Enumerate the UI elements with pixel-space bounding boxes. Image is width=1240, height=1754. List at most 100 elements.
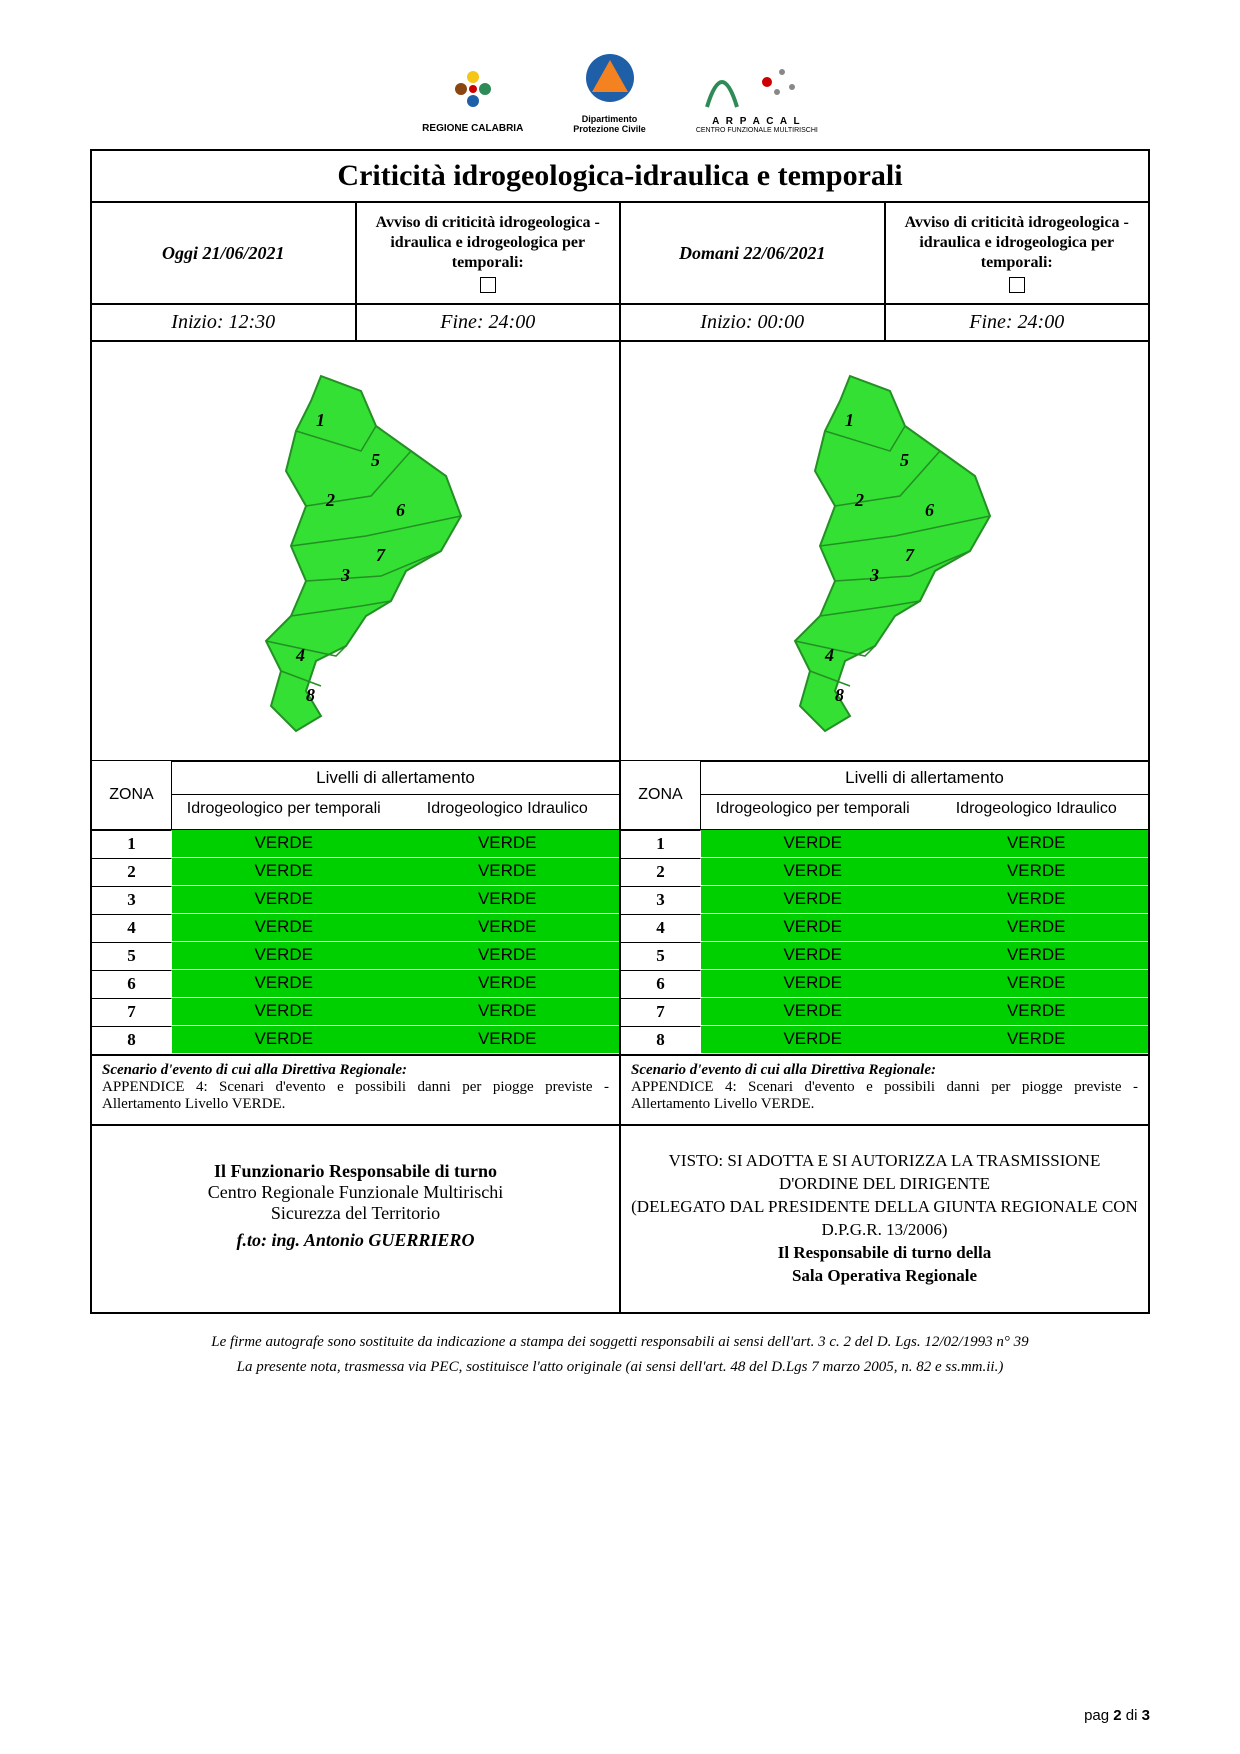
- zone-cell: 2: [621, 858, 701, 885]
- tomorrow-start: Inizio: 00:00: [621, 305, 886, 340]
- scenario-body: APPENDICE 4: Scenari d'evento e possibil…: [631, 1079, 1138, 1112]
- footnotes: Le firme autografe sono sostituite da in…: [90, 1334, 1150, 1376]
- sign-left-l1: Il Funzionario Responsabile di turno: [102, 1161, 609, 1182]
- level-cell: VERDE: [925, 998, 1149, 1025]
- level-cell: VERDE: [701, 1026, 925, 1053]
- today-levels-table: Livelli di allertamento ZONA Idrogeologi…: [92, 762, 619, 1056]
- levels-heading: Livelli di allertamento: [172, 762, 619, 794]
- tomorrow-date: Domani 22/06/2021: [621, 203, 886, 303]
- page-total: 3: [1142, 1707, 1150, 1724]
- level-cell: VERDE: [925, 886, 1149, 913]
- tomorrow-avviso-text: Avviso di criticità idrogeologica - idra…: [894, 213, 1141, 273]
- svg-text:2: 2: [854, 490, 864, 510]
- protezione-civile-icon: [580, 50, 640, 110]
- sign-right-l1: VISTO: SI ADOTTA E SI AUTORIZZA LA TRASM…: [631, 1150, 1138, 1196]
- levels-heading: Livelli di allertamento: [701, 762, 1148, 794]
- column-today: Oggi 21/06/2021 Avviso di criticità idro…: [92, 203, 621, 1312]
- tomorrow-map: 12345678: [621, 342, 1148, 762]
- sign-right-l2: (DELEGATO DAL PRESIDENTE DELLA GIUNTA RE…: [631, 1196, 1138, 1242]
- scenario-body: APPENDICE 4: Scenari d'evento e possibil…: [102, 1079, 609, 1112]
- svg-text:8: 8: [835, 685, 844, 705]
- zone-cell: 8: [92, 1026, 172, 1053]
- map-svg-today: 12345678: [211, 356, 501, 746]
- svg-text:8: 8: [306, 685, 315, 705]
- footnote-2: La presente nota, trasmessa via PEC, sos…: [90, 1359, 1150, 1376]
- document-title: Criticità idrogeologica-idraulica e temp…: [92, 151, 1148, 203]
- logo-regione: REGIONE CALABRIA: [422, 59, 523, 134]
- level-cell: VERDE: [701, 970, 925, 997]
- svg-text:2: 2: [325, 490, 335, 510]
- zone-cell: 5: [92, 942, 172, 969]
- svg-text:5: 5: [900, 450, 909, 470]
- today-scenario: Scenario d'evento di cui alla Direttiva …: [92, 1056, 619, 1126]
- table-row: 5VERDEVERDE: [621, 942, 1148, 970]
- zone-cell: 6: [621, 970, 701, 997]
- level-cell: VERDE: [172, 914, 396, 941]
- today-avviso: Avviso di criticità idrogeologica - idra…: [357, 203, 620, 303]
- table-row: 8VERDEVERDE: [621, 1026, 1148, 1054]
- level-cell: VERDE: [701, 886, 925, 913]
- svg-text:1: 1: [316, 410, 325, 430]
- page: REGIONE CALABRIA Dipartimento Protezione…: [0, 0, 1240, 1754]
- col1-heading: Idrogeologico per temporali: [701, 795, 925, 829]
- level-cell: VERDE: [396, 970, 620, 997]
- level-cell: VERDE: [701, 998, 925, 1025]
- page-number: pag 2 di 3: [1084, 1707, 1150, 1724]
- svg-text:6: 6: [925, 500, 934, 520]
- map-svg-tomorrow: 12345678: [740, 356, 1030, 746]
- level-cell: VERDE: [925, 942, 1149, 969]
- level-cell: VERDE: [396, 830, 620, 857]
- table-row: 1VERDEVERDE: [621, 830, 1148, 858]
- level-cell: VERDE: [172, 830, 396, 857]
- zona-heading: ZONA: [92, 761, 172, 829]
- table-row: 6VERDEVERDE: [621, 970, 1148, 998]
- zone-cell: 5: [621, 942, 701, 969]
- svg-text:7: 7: [376, 545, 386, 565]
- logo-regione-caption: REGIONE CALABRIA: [422, 123, 523, 134]
- scenario-heading: Scenario d'evento di cui alla Direttiva …: [102, 1062, 407, 1078]
- svg-text:1: 1: [845, 410, 854, 430]
- sign-right: VISTO: SI ADOTTA E SI AUTORIZZA LA TRASM…: [621, 1126, 1148, 1312]
- table-row: 7VERDEVERDE: [621, 998, 1148, 1026]
- zona-heading: ZONA: [621, 761, 701, 829]
- zone-cell: 1: [92, 830, 172, 857]
- svg-text:5: 5: [371, 450, 380, 470]
- table-row: 6VERDEVERDE: [92, 970, 619, 998]
- level-cell: VERDE: [701, 942, 925, 969]
- level-cell: VERDE: [925, 914, 1149, 941]
- table-row: 4VERDEVERDE: [92, 914, 619, 942]
- today-table-body: 1VERDEVERDE2VERDEVERDE3VERDEVERDE4VERDEV…: [92, 830, 619, 1054]
- zone-cell: 4: [92, 914, 172, 941]
- level-cell: VERDE: [396, 914, 620, 941]
- today-avviso-checkbox: [480, 277, 496, 293]
- table-row: 5VERDEVERDE: [92, 942, 619, 970]
- column-tomorrow: Domani 22/06/2021 Avviso di criticità id…: [621, 203, 1148, 1312]
- level-cell: VERDE: [925, 830, 1149, 857]
- level-cell: VERDE: [396, 858, 620, 885]
- page-current: 2: [1113, 1707, 1121, 1724]
- tomorrow-levels-table: Livelli di allertamento ZONA Idrogeologi…: [621, 762, 1148, 1056]
- table-row: 1VERDEVERDE: [92, 830, 619, 858]
- svg-text:6: 6: [396, 500, 405, 520]
- zone-cell: 3: [92, 886, 172, 913]
- tomorrow-avviso: Avviso di criticità idrogeologica - idra…: [886, 203, 1149, 303]
- columns: Oggi 21/06/2021 Avviso di criticità idro…: [92, 203, 1148, 1312]
- level-cell: VERDE: [925, 970, 1149, 997]
- page-pre: pag: [1084, 1707, 1113, 1724]
- today-date: Oggi 21/06/2021: [92, 203, 357, 303]
- svg-text:7: 7: [905, 545, 915, 565]
- zone-cell: 2: [92, 858, 172, 885]
- level-cell: VERDE: [701, 830, 925, 857]
- table-row: 2VERDEVERDE: [92, 858, 619, 886]
- col2-heading: Idrogeologico Idraulico: [396, 795, 620, 829]
- table-row: 7VERDEVERDE: [92, 998, 619, 1026]
- col2-heading: Idrogeologico Idraulico: [925, 795, 1149, 829]
- sign-left-l4: f.to: ing. Antonio GUERRIERO: [102, 1230, 609, 1251]
- level-cell: VERDE: [701, 858, 925, 885]
- sign-right-l3: Il Responsabile di turno della: [631, 1242, 1138, 1265]
- level-cell: VERDE: [396, 942, 620, 969]
- tomorrow-table-body: 1VERDEVERDE2VERDEVERDE3VERDEVERDE4VERDEV…: [621, 830, 1148, 1054]
- logo-arpacal-caption: A R P A C A L: [696, 116, 818, 127]
- tomorrow-avviso-checkbox: [1009, 277, 1025, 293]
- logo-pc-caption1: Dipartimento: [573, 114, 646, 124]
